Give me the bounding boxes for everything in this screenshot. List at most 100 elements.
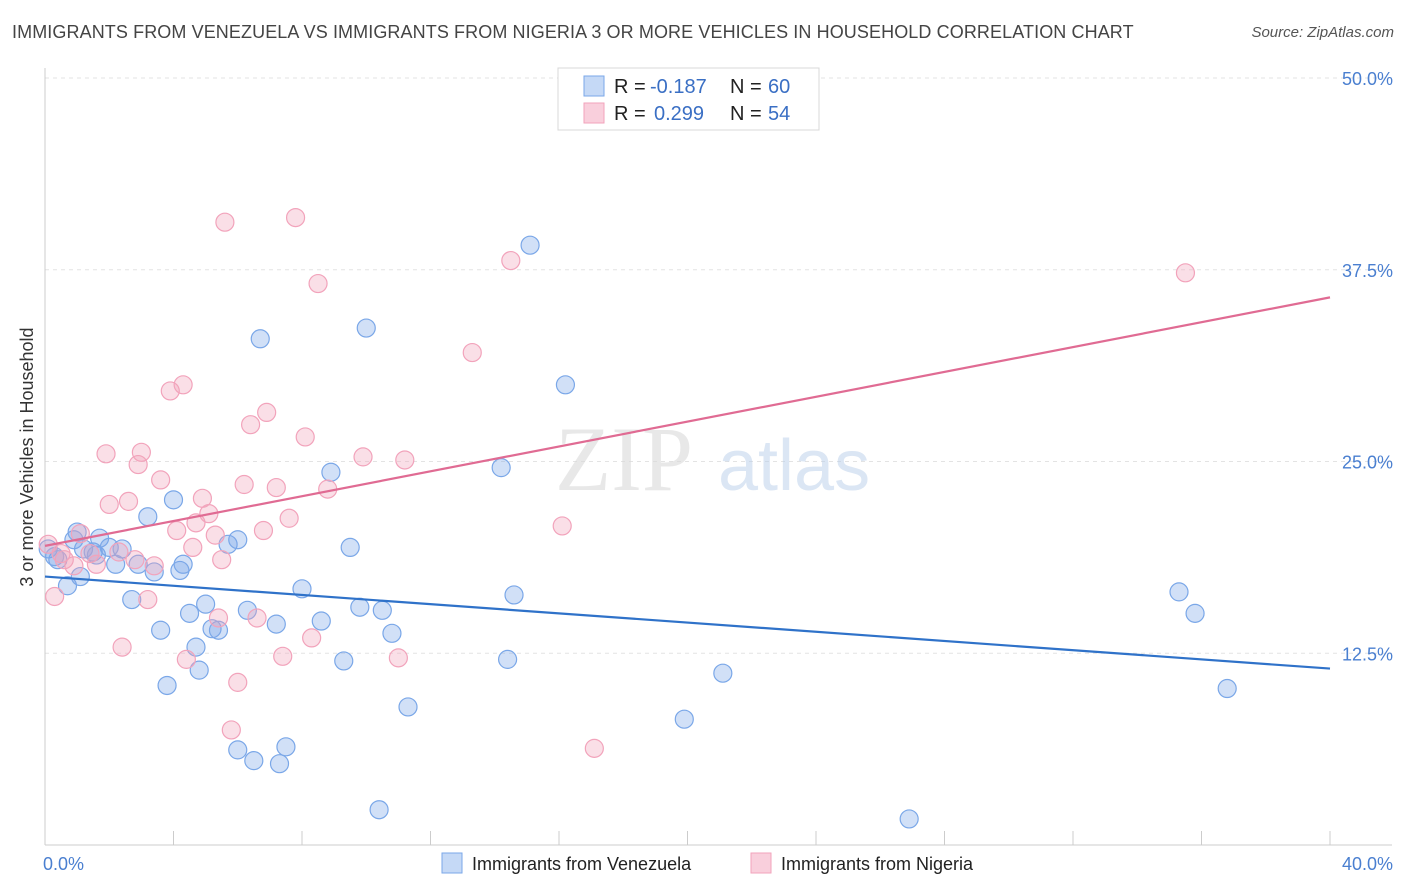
point-venezuela-48	[498, 649, 518, 669]
x-tick-labels: 0.0% 40.0%	[43, 854, 1393, 874]
point-nigeria-50	[552, 516, 572, 536]
point-nigeria-5	[80, 543, 100, 564]
point-venezuela-50	[520, 235, 540, 255]
point-nigeria-9	[109, 542, 129, 562]
chart-title: IMMIGRANTS FROM VENEZUELA VS IMMIGRANTS …	[12, 22, 1134, 42]
data-points	[38, 207, 1237, 829]
point-nigeria-28	[212, 550, 232, 570]
point-venezuela-39	[334, 651, 354, 671]
grid	[45, 77, 1392, 654]
y-tick-label-3: 50.0%	[1342, 69, 1393, 89]
watermark-zip: ZIP	[555, 408, 693, 510]
point-venezuela-15	[144, 562, 164, 582]
point-venezuela-37	[311, 611, 331, 631]
point-venezuela-31	[244, 751, 264, 771]
point-venezuela-44	[372, 600, 392, 620]
legend-r-value-venezuela: -0.187	[650, 76, 707, 98]
y-tick-label-0: 12.5%	[1342, 644, 1393, 664]
point-nigeria-31	[228, 672, 248, 692]
point-venezuela-42	[356, 318, 376, 338]
y-tick-labels: 12.5% 25.0% 37.5% 50.0%	[1342, 69, 1393, 664]
point-venezuela-41	[350, 597, 370, 617]
series-legend-swatch-venezuela	[441, 852, 463, 874]
point-venezuela-16	[151, 620, 171, 640]
point-venezuela-45	[382, 623, 402, 643]
point-nigeria-20	[173, 375, 193, 395]
point-venezuela-29	[228, 740, 248, 760]
legend-n-label-venezuela: N =	[730, 76, 762, 98]
point-nigeria-52	[1175, 263, 1196, 283]
point-nigeria-42	[302, 628, 322, 648]
point-venezuela-54	[899, 809, 919, 829]
y-axis-label: 3 or more Vehicles in Household	[17, 327, 37, 586]
point-venezuela-46	[398, 697, 418, 717]
point-venezuela-59	[99, 537, 119, 558]
series-legend-label-nigeria: Immigrants from Nigeria	[781, 854, 974, 874]
point-venezuela-49	[504, 585, 524, 605]
series-legend-swatch-nigeria	[750, 852, 772, 874]
point-venezuela-23	[189, 660, 209, 680]
point-nigeria-53	[51, 543, 71, 564]
watermark-atlas: atlas	[718, 426, 870, 506]
point-venezuela-40	[340, 537, 360, 558]
point-nigeria-51	[584, 738, 604, 758]
point-venezuela-52	[674, 709, 694, 729]
point-nigeria-8	[99, 494, 119, 515]
trend-line-nigeria	[44, 296, 1331, 547]
point-venezuela-38	[321, 462, 341, 482]
point-venezuela-25	[202, 619, 222, 639]
point-venezuela-47	[491, 458, 511, 478]
point-venezuela-56	[1185, 603, 1205, 623]
point-nigeria-40	[285, 207, 306, 228]
point-venezuela-21	[179, 603, 200, 623]
point-nigeria-19	[167, 520, 187, 541]
point-nigeria-1	[45, 586, 65, 607]
y-tick-label-2: 37.5%	[1342, 261, 1393, 281]
source-label: Source: ZipAtlas.com	[1251, 24, 1394, 41]
point-nigeria-45	[353, 447, 373, 467]
point-nigeria-14	[131, 442, 151, 462]
x-tick-label-min: 0.0%	[43, 854, 84, 874]
point-nigeria-15	[138, 589, 158, 610]
point-nigeria-11	[118, 491, 139, 511]
point-venezuela-53	[713, 663, 733, 683]
point-nigeria-34	[247, 608, 267, 628]
legend-n-label-nigeria: N =	[730, 103, 762, 125]
point-venezuela-12	[122, 589, 142, 610]
trend-line-venezuela	[44, 575, 1331, 670]
point-nigeria-30	[221, 720, 241, 740]
point-venezuela-34	[269, 754, 290, 774]
point-venezuela-36	[292, 579, 312, 599]
axes	[44, 68, 1392, 846]
point-venezuela-57	[1217, 678, 1237, 699]
point-venezuela-14	[138, 507, 158, 527]
point-nigeria-48	[462, 342, 482, 363]
point-nigeria-12	[125, 550, 145, 570]
point-nigeria-32	[234, 474, 254, 495]
point-venezuela-43	[369, 800, 389, 820]
point-venezuela-33	[266, 614, 286, 634]
legend-n-value-venezuela: 60	[768, 76, 790, 98]
point-venezuela-32	[250, 329, 270, 349]
point-nigeria-6	[86, 554, 107, 574]
point-venezuela-4	[67, 522, 87, 542]
point-nigeria-41	[295, 427, 315, 447]
point-nigeria-36	[257, 402, 277, 423]
point-venezuela-55	[1169, 582, 1189, 602]
legend-r-value-nigeria: 0.299	[654, 103, 704, 125]
legend-r-label-nigeria: R =	[614, 103, 646, 125]
point-venezuela-35	[276, 737, 296, 757]
point-nigeria-49	[501, 250, 521, 271]
point-nigeria-21	[176, 649, 196, 669]
point-nigeria-7	[96, 444, 116, 464]
point-nigeria-29	[215, 212, 235, 232]
point-nigeria-33	[241, 415, 261, 435]
point-nigeria-22	[183, 537, 203, 558]
point-nigeria-27	[208, 608, 229, 628]
point-nigeria-26	[205, 525, 225, 545]
point-nigeria-39	[279, 508, 299, 528]
point-venezuela-17	[157, 675, 177, 696]
point-venezuela-18	[163, 490, 184, 510]
legend-swatch-nigeria	[583, 102, 605, 124]
point-venezuela-20	[173, 554, 193, 574]
